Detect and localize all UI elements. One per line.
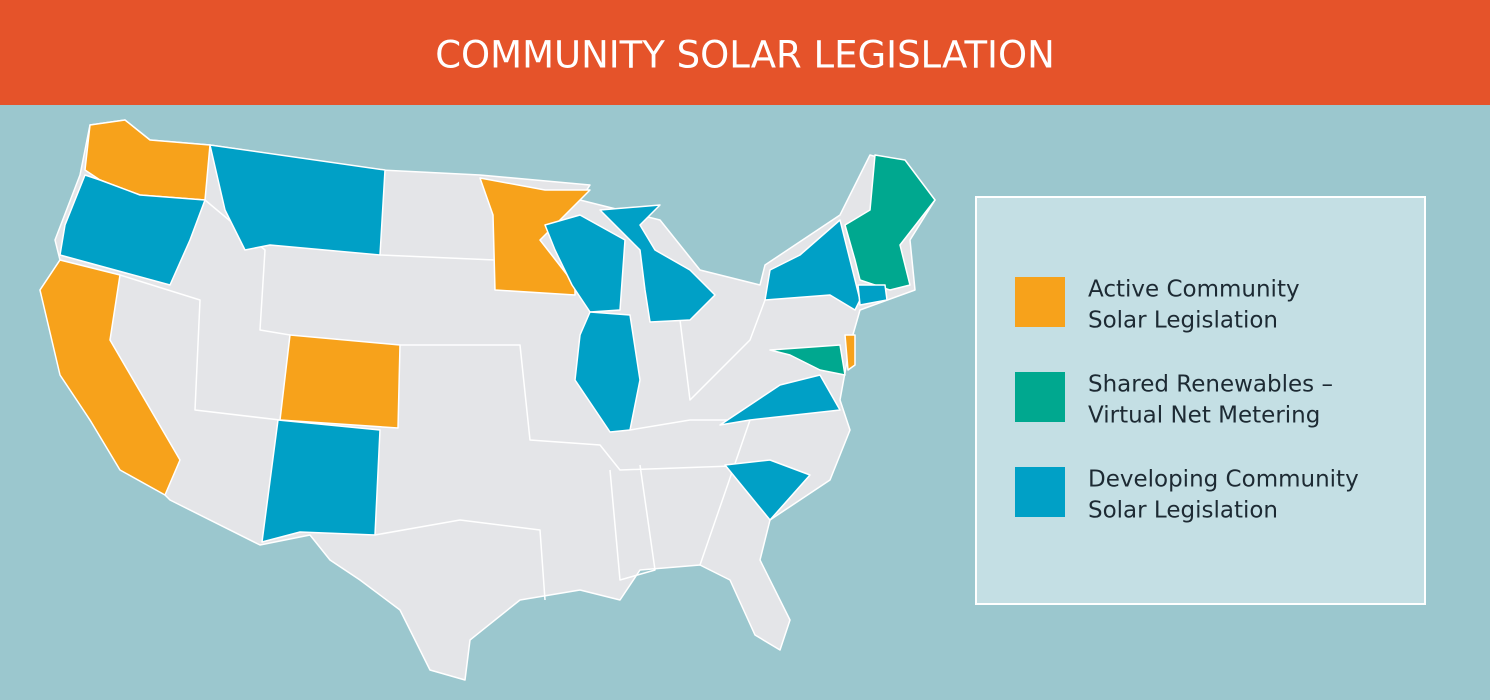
state-borders [629, 419, 751, 566]
legend: Active Community Solar Legislation Shared … [1015, 277, 1359, 524]
legend-label: Solar Legislation [1088, 498, 1278, 524]
legend-swatch [1015, 277, 1065, 327]
state [39, 259, 181, 496]
state-borders [679, 299, 766, 401]
state [544, 214, 626, 313]
legend-swatch [1015, 467, 1065, 517]
state [769, 344, 846, 376]
us-map [39, 119, 936, 681]
legend-label: Active Community [1088, 277, 1300, 303]
state [279, 334, 401, 429]
legend-label: Virtual Net Metering [1088, 403, 1320, 429]
legend-label: Shared Renewables – [1088, 372, 1333, 398]
state [857, 284, 888, 306]
legend-swatch [1015, 372, 1065, 422]
state [261, 419, 381, 543]
legend-label: Developing Community [1088, 467, 1359, 493]
state-borders [374, 519, 546, 601]
state [724, 459, 811, 521]
state [59, 174, 206, 286]
state-borders [609, 464, 656, 581]
state [764, 219, 861, 311]
title: COMMUNITY SOLAR LEGISLATION [435, 34, 1055, 77]
header-bar [0, 0, 1490, 105]
state [209, 144, 386, 256]
legend-label: Solar Legislation [1088, 308, 1278, 334]
state [719, 374, 841, 426]
state [844, 154, 936, 291]
state [844, 334, 856, 371]
state [574, 311, 641, 433]
state [599, 204, 716, 323]
state-borders [400, 344, 761, 471]
state-borders [119, 274, 281, 421]
